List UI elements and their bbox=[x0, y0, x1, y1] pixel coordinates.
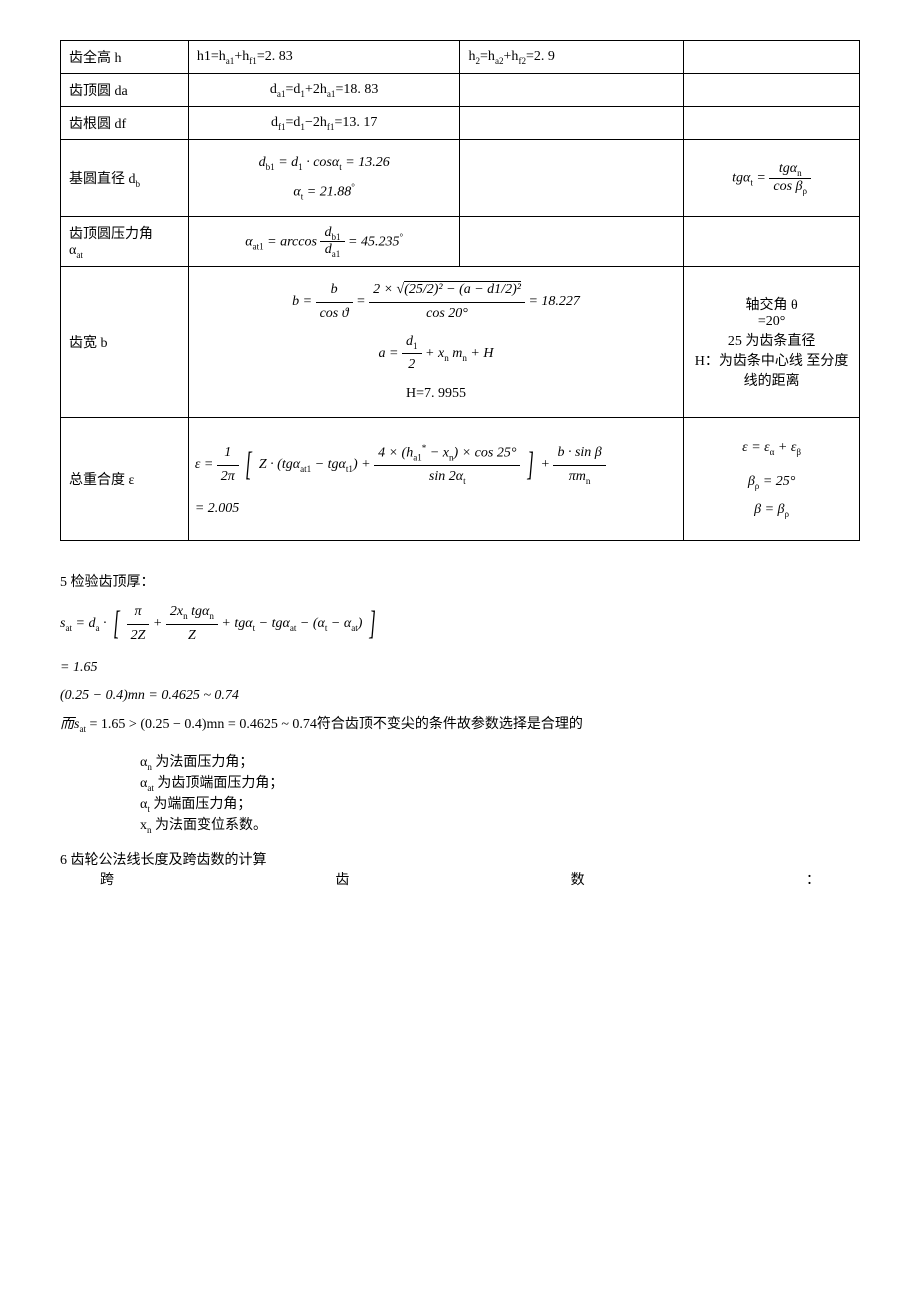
section-6-title: 6 齿轮公法线长度及跨齿数的计算 bbox=[60, 849, 860, 869]
section-5-title: 5 检验齿顶厚： bbox=[60, 571, 860, 591]
cell-b-notes: 轴交角 θ =20° 25 为齿条直径 H：为齿条中心线 至分度线的距离 bbox=[684, 267, 860, 418]
cell-da: da1=d1+2ha1=18. 83 bbox=[188, 74, 460, 107]
label-df: 齿根圆 df bbox=[61, 107, 189, 140]
def-x-n: xn 为法面变位系数。 bbox=[140, 814, 860, 835]
row-contact-ratio: 总重合度 ε ε = 12π [ Z · (tgαat1 − tgαt1) + … bbox=[61, 418, 860, 541]
cell-alpha-at: αat1 = arccos db1da1 = 45.235° bbox=[188, 217, 460, 267]
cell-h2: h2=ha2+hf2=2. 9 bbox=[460, 41, 684, 74]
eq-sat-val: = 1.65 bbox=[60, 657, 860, 679]
row-dedendum-circle: 齿根圆 df df1=d1−2hf1=13. 17 bbox=[61, 107, 860, 140]
label-alpha-at: 齿顶圆压力角αat bbox=[61, 217, 189, 267]
row-tooth-height: 齿全高 h h1=ha1+hf1=2. 83 h2=ha2+hf2=2. 9 bbox=[61, 41, 860, 74]
section-5: 5 检验齿顶厚： sat = da · [ π2Z + 2xn tgαnZ + … bbox=[60, 571, 860, 736]
eq-sat: sat = da · [ π2Z + 2xn tgαnZ + tgαt − tg… bbox=[60, 597, 860, 651]
row-base-circle: 基圆直径 db db1 = d1 · cosαt = 13.26 αt = 21… bbox=[61, 140, 860, 217]
def-alpha-at: αat 为齿顶端面压力角； bbox=[140, 772, 860, 793]
cell-empty bbox=[684, 41, 860, 74]
eq-range: (0.25 − 0.4)mn = 0.4625 ~ 0.74 bbox=[60, 685, 860, 707]
def-alpha-t: αt 为端面压力角； bbox=[140, 793, 860, 814]
cell-epsilon-notes: ε = εα + εβ βρ = 25° β = βρ bbox=[684, 418, 860, 541]
label-tooth-height: 齿全高 h bbox=[61, 41, 189, 74]
row-addendum-circle: 齿顶圆 da da1=d1+2ha1=18. 83 bbox=[61, 74, 860, 107]
cell-tg-alpha: tgαt = tgαncos βρ bbox=[684, 140, 860, 217]
section-6: 6 齿轮公法线长度及跨齿数的计算 跨 齿 数 ： bbox=[60, 849, 860, 889]
eq-conclusion: 而sat = 1.65 > (0.25 − 0.4)mn = 0.4625 ~ … bbox=[60, 714, 860, 736]
label-epsilon: 总重合度 ε bbox=[61, 418, 189, 541]
spanning-line: 跨 齿 数 ： bbox=[60, 869, 860, 889]
cell-db: db1 = d1 · cosαt = 13.26 αt = 21.88° bbox=[188, 140, 460, 217]
def-alpha-n: αn 为法面压力角； bbox=[140, 751, 860, 772]
row-face-width: 齿宽 b b = bcos ϑ = 2 × √(25/2)² − (a − d1… bbox=[61, 267, 860, 418]
row-tip-pressure-angle: 齿顶圆压力角αat αat1 = arccos db1da1 = 45.235° bbox=[61, 217, 860, 267]
parameter-table: 齿全高 h h1=ha1+hf1=2. 83 h2=ha2+hf2=2. 9 齿… bbox=[60, 40, 860, 541]
cell-b: b = bcos ϑ = 2 × √(25/2)² − (a − d1/2)² … bbox=[188, 267, 683, 418]
cell-df: df1=d1−2hf1=13. 17 bbox=[188, 107, 460, 140]
cell-h1: h1=ha1+hf1=2. 83 bbox=[188, 41, 460, 74]
label-da: 齿顶圆 da bbox=[61, 74, 189, 107]
cell-epsilon: ε = 12π [ Z · (tgαat1 − tgαt1) + 4 × (ha… bbox=[188, 418, 683, 541]
label-db: 基圆直径 db bbox=[61, 140, 189, 217]
symbol-definitions: αn 为法面压力角； αat 为齿顶端面压力角； αt 为端面压力角； xn 为… bbox=[140, 751, 860, 834]
label-b: 齿宽 b bbox=[61, 267, 189, 418]
